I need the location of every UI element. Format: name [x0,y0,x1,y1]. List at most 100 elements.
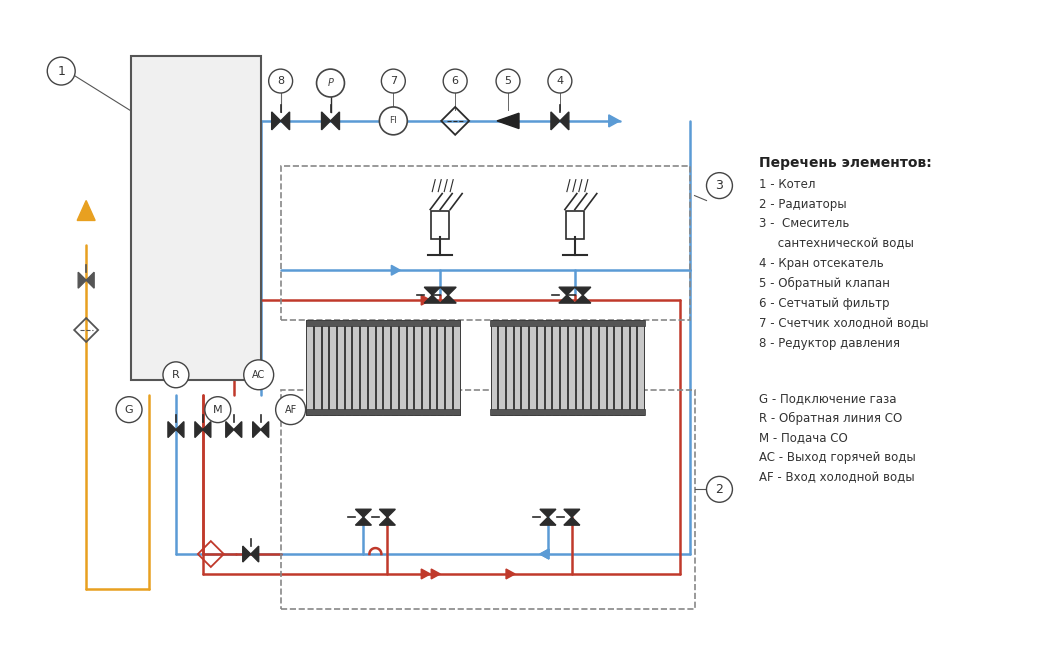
Circle shape [163,362,189,388]
Bar [568,320,575,415]
Text: AF: AF [284,405,297,415]
Polygon shape [575,295,591,303]
Text: M - Подача СО: M - Подача СО [760,432,848,445]
Bar [329,320,336,415]
Text: AC - Выход горячей воды: AC - Выход горячей воды [760,451,917,465]
Text: 4 - Кран отсекатель: 4 - Кран отсекатель [760,257,884,270]
Bar [498,320,506,415]
Polygon shape [564,509,580,517]
Polygon shape [540,517,556,525]
Polygon shape [272,112,280,130]
Polygon shape [391,265,401,275]
Bar [353,320,359,415]
Bar [337,320,344,415]
Bar [561,320,567,415]
Circle shape [381,69,405,93]
Polygon shape [440,287,456,295]
Bar [453,320,460,415]
Polygon shape [86,272,94,288]
Bar [552,320,559,415]
Text: 6: 6 [452,76,459,86]
Bar [322,320,328,415]
Polygon shape [608,115,620,127]
Circle shape [269,69,293,93]
Bar [614,320,621,415]
Bar [430,320,436,415]
Text: 5 - Обратный клапан: 5 - Обратный клапан [760,277,891,290]
Circle shape [379,107,407,135]
Text: G - Подключение газа: G - Подключение газа [760,392,897,405]
Bar [399,320,406,415]
Text: 5: 5 [504,76,512,86]
Circle shape [276,395,305,424]
Polygon shape [77,201,95,220]
Bar [306,320,312,415]
Text: AC: AC [252,370,266,380]
Polygon shape [507,569,515,579]
Circle shape [317,69,345,97]
Polygon shape [421,569,430,579]
Polygon shape [175,422,184,438]
Polygon shape [440,295,456,303]
Circle shape [204,397,230,422]
Polygon shape [195,422,202,438]
Polygon shape [251,546,258,562]
Text: 8 - Редуктор давления: 8 - Редуктор давления [760,337,900,350]
Circle shape [548,69,572,93]
Bar [591,320,598,415]
Bar [391,320,398,415]
Polygon shape [559,112,569,130]
Polygon shape [575,287,591,295]
Bar [583,320,590,415]
Text: 1 - Котел: 1 - Котел [760,178,816,191]
Polygon shape [551,112,559,130]
Bar [445,320,452,415]
Bar [437,320,444,415]
Polygon shape [168,422,175,438]
Bar [360,320,366,415]
Bar [622,320,629,415]
Polygon shape [540,549,549,559]
Polygon shape [226,422,234,438]
Bar [345,320,352,415]
Bar [491,320,497,415]
Bar [529,320,536,415]
Bar [305,409,460,415]
Bar [545,320,551,415]
Bar [490,320,645,326]
Text: FI: FI [389,116,398,126]
Bar [407,320,413,415]
Polygon shape [421,295,430,305]
Polygon shape [379,517,395,525]
Bar [305,320,460,326]
Polygon shape [564,517,580,525]
Bar [431,211,449,240]
Polygon shape [280,112,290,130]
Polygon shape [540,549,549,559]
Text: 1: 1 [57,64,65,78]
Polygon shape [322,112,330,130]
Text: AF - Вход холодной воды: AF - Вход холодной воды [760,471,914,484]
Polygon shape [78,272,86,288]
Bar [367,320,375,415]
FancyBboxPatch shape [131,56,261,380]
Text: 2: 2 [715,483,723,496]
Bar [313,320,321,415]
Polygon shape [243,546,251,562]
Text: Перечень элементов:: Перечень элементов: [760,156,932,170]
Polygon shape [425,287,440,295]
Bar [637,320,645,415]
Polygon shape [234,422,242,438]
Bar [514,320,520,415]
Text: 7: 7 [390,76,397,86]
Text: G: G [125,405,133,415]
Circle shape [48,57,75,85]
Bar [606,320,613,415]
Bar [521,320,528,415]
Polygon shape [355,517,372,525]
Bar [576,320,582,415]
Text: 3: 3 [715,179,723,192]
Polygon shape [330,112,339,130]
Text: 3 -  Смеситель: 3 - Смеситель [760,218,850,230]
Polygon shape [497,113,519,128]
